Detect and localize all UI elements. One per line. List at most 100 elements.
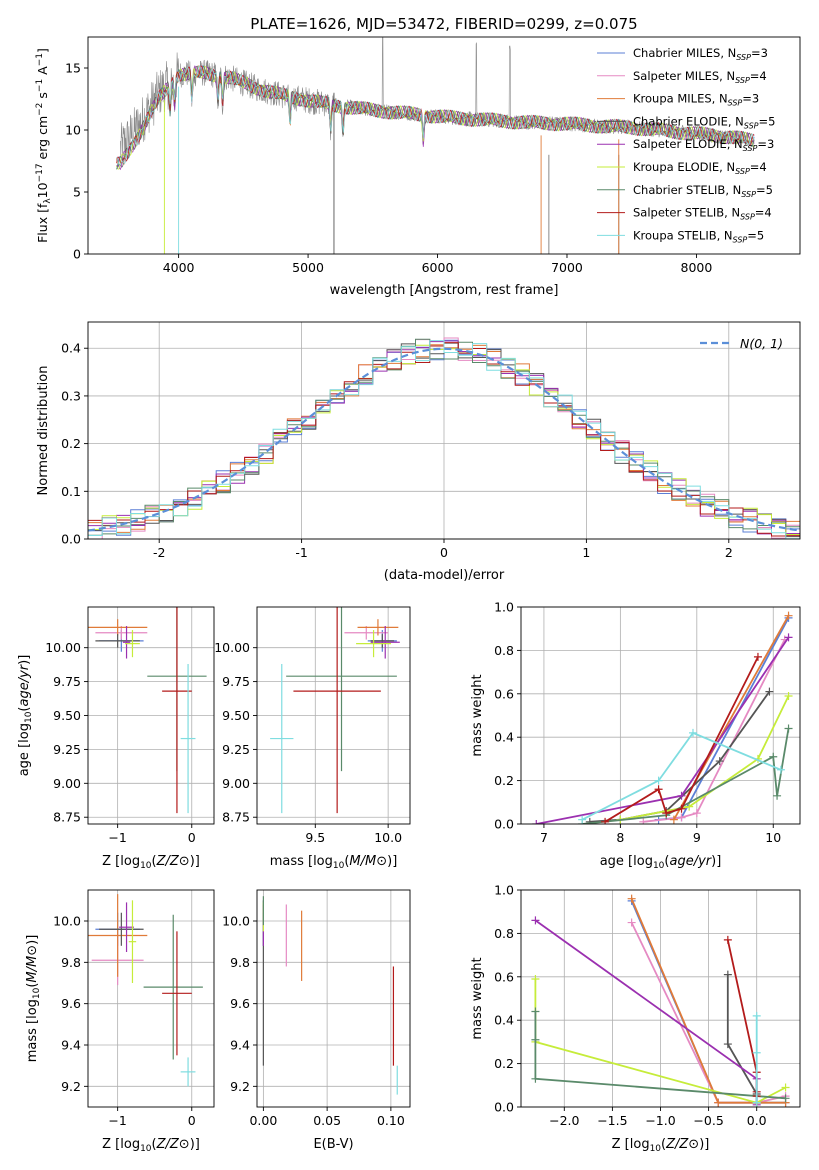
legend-entry: Chabrier MILES, NSSP=3 (633, 46, 768, 62)
weight-line (726, 939, 758, 1097)
x-tick-label: 4000 (163, 260, 195, 275)
legend-entry: Salpeter ELODIE, NSSP=3 (633, 137, 774, 153)
axis-label: mass [log10(M/M⊙)] (270, 854, 398, 871)
axis-label-part: ( (25, 983, 40, 988)
legend-subscript: SSP (733, 235, 748, 244)
weight-marker (662, 809, 671, 818)
axis-label-part: )] (25, 935, 40, 945)
y-tick-label: 9.4 (230, 1038, 250, 1053)
error-bar-point (270, 663, 294, 814)
error-bar-point (293, 607, 381, 814)
x-tick-label: 6000 (422, 260, 454, 275)
legend-subscript: SSP (744, 121, 759, 130)
y-tick-label: 0.8 (494, 926, 514, 941)
legend-subscript: SSP (743, 144, 758, 153)
axis-label-part: Z [log (102, 854, 140, 869)
axis-label-part: mass [log (25, 999, 40, 1062)
figure-title: PLATE=1626, MJD=53472, FIBERID=0299, z=0… (250, 15, 637, 33)
y-tick-label: 0.4 (494, 730, 514, 745)
y-axis-label-part: 10 (35, 182, 50, 198)
y-tick-label: 0.3 (61, 388, 81, 403)
axis-label: Z [log10(Z/Z⊙)] (102, 854, 200, 871)
axis-label-part: Z/Z⊙ (156, 1137, 190, 1152)
axis-label-part: M/M⊙ (25, 945, 40, 983)
y-tick-label: 8.75 (53, 810, 81, 825)
x-tick-label: 0 (188, 830, 196, 845)
weight-marker (723, 970, 732, 979)
model-spectrum (116, 65, 755, 166)
panel-age_vs_mass: 9.5 10.0 8.75 9.00 9.25 9.50 9.75 10.00 mass [lo… (214, 606, 411, 871)
weight-marker (784, 691, 793, 700)
axis-label-part: ( (344, 854, 349, 869)
axis-label-part: E(B-V) (313, 1137, 353, 1152)
panel-weight_vs_Z: −2.0 −1.5 −1.0 −0.5 0.0 0.0 0.2 0.4 0.6 0.8 1.0 Z [… (470, 883, 801, 1154)
frame: −2.0 −1.5 −1.0 −0.5 0.0 0.0 0.2 0.4 0.6 0.8 1.0 Z [… (470, 883, 801, 1154)
y-tick-label: 9.00 (222, 776, 250, 791)
axis-label: mass [log10(M/M⊙)] (25, 935, 42, 1063)
legend-text: Salpeter STELIB, N (633, 206, 740, 220)
gaussian-curve (88, 347, 800, 532)
x-tick-label: 7000 (551, 260, 583, 275)
axis-label-part: age/yr (17, 663, 32, 706)
y-tick-label: 9.8 (61, 955, 81, 970)
weight-marker (773, 791, 782, 800)
model-spectrum (116, 65, 755, 164)
error-bar-point (162, 607, 192, 814)
y-tick-label: 0.1 (61, 484, 81, 499)
axis-label-part: Z [log (612, 1137, 650, 1152)
weight-marker (531, 974, 540, 983)
weight-marker (784, 633, 793, 642)
y-axis-label: Normed distribution (36, 366, 51, 496)
weight-marker (531, 1035, 540, 1044)
y-axis-label-part: −2 (35, 103, 45, 116)
y-axis-label-part: A (35, 66, 50, 79)
x-tick-label: 2 (725, 545, 733, 560)
weight-marker (531, 916, 540, 925)
axis-label-part: 10 (650, 1144, 662, 1154)
weight-marker (784, 724, 793, 733)
legend-count: =3 (742, 92, 759, 106)
legend-count: =5 (759, 114, 776, 128)
y-tick-label: 9.50 (222, 708, 250, 723)
plot-area (88, 607, 207, 814)
weight-marker (654, 785, 663, 794)
axis-label-part: 10 (32, 987, 42, 999)
x-axis-label: (data-model)/error (384, 568, 505, 583)
axis-label-part: )] (711, 854, 721, 869)
y-axis-label: Flux [fλ10−17 erg cm−2 s−1 A−1] (35, 48, 53, 243)
x-tick-label: −1 (108, 1113, 126, 1128)
weight-marker (723, 935, 732, 944)
weight-marker (627, 894, 636, 903)
weight-marker (752, 1048, 761, 1057)
x-axis-label: wavelength [Angstrom, rest frame] (330, 283, 559, 298)
y-tick-label: 9.6 (230, 996, 250, 1011)
y-tick-label: 15 (65, 61, 81, 76)
weight-line (643, 639, 786, 823)
axis-label-part: Z/Z⊙ (665, 1137, 699, 1152)
weight-marker (531, 1074, 540, 1083)
legend-subscript: SSP (735, 76, 750, 85)
y-tick-label: 10.00 (45, 640, 81, 655)
frame: 9.5 10.0 8.75 9.00 9.25 9.50 9.75 10.00 mass [lo… (214, 606, 411, 871)
x-tick-label: 0.0 (747, 1113, 767, 1128)
y-tick-label: 9.8 (230, 955, 250, 970)
axes-frame (256, 889, 411, 1108)
weight-marker (769, 752, 778, 761)
weight-marker (669, 815, 678, 824)
x-tick-label: 9 (693, 830, 701, 845)
y-tick-label: 1.0 (494, 883, 514, 898)
y-tick-label: 1.0 (494, 600, 514, 615)
weight-marker (781, 1083, 790, 1092)
y-tick-label: 0.2 (494, 773, 514, 788)
weight-marker (531, 1007, 540, 1016)
legend-entry: N(0, 1) (740, 336, 783, 351)
y-axis-label-part: Flux [f (35, 203, 50, 243)
weight-marker (781, 1094, 790, 1103)
axis-label-part: )] (190, 1137, 200, 1152)
weight-line (536, 636, 790, 824)
error-bar-point (180, 663, 196, 814)
legend-entry: Salpeter STELIB, NSSP=4 (633, 206, 772, 222)
legend-text: Kroupa MILES, N (633, 92, 728, 106)
